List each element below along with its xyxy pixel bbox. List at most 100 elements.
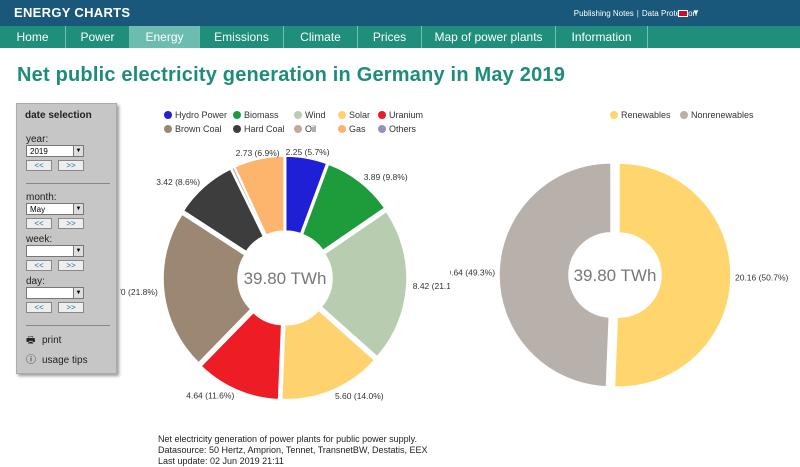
legend-dot	[294, 125, 302, 133]
date-selection-heading: date selection	[25, 110, 92, 121]
legend-dot	[233, 125, 241, 133]
uk-flag-icon[interactable]	[678, 10, 688, 17]
renewables-legend: Renewables Nonrenewables	[610, 110, 790, 124]
legend-label: Solar	[349, 110, 371, 120]
data-protection-link[interactable]: Data Protection	[641, 9, 697, 18]
slice-label-hard-coal: 3.42 (8.6%)	[156, 177, 200, 187]
slice-biomass[interactable]	[301, 163, 386, 252]
chevron-down-icon: ▼	[73, 288, 83, 298]
slice-gas[interactable]	[233, 155, 285, 237]
legend-dot	[233, 111, 241, 119]
footer-description: Net electricity generation of power plan…	[158, 434, 417, 444]
month-value: May	[30, 205, 46, 214]
nav-power[interactable]: Power	[66, 26, 130, 48]
slice-brown-coal[interactable]	[162, 213, 253, 364]
top-bar: ENERGY CHARTS Publishing Notes | Data Prot…	[0, 0, 800, 26]
footer-last-update: Last update: 02 Jun 2019 21:11	[158, 456, 284, 466]
legend-dot	[164, 125, 172, 133]
top-links: Publishing Notes | Data Protection	[571, 9, 700, 18]
month-next-button[interactable]: >>	[58, 218, 84, 229]
chevron-down-icon: ▼	[73, 146, 83, 156]
energy-source-donut-chart: 2.25 (5.7%) 3.89 (9.8%) 8.42 (21.1%) 5.60 (…	[120, 147, 450, 401]
legend-item-oil[interactable]: Oil	[294, 124, 316, 134]
legend-dot	[294, 111, 302, 119]
language-dropdown-icon[interactable]: ▼	[692, 8, 700, 17]
slice-label-nonrenewables: 19.64 (49.3%)	[450, 268, 495, 278]
usage-tips-label: usage tips	[42, 355, 88, 366]
slice-label-gas: 2.73 (6.9%)	[236, 148, 280, 158]
slice-wind[interactable]	[320, 210, 408, 358]
legend-item-nonrenewables[interactable]: Nonrenewables	[680, 110, 754, 120]
renewables-donut-chart: 20.16 (50.7%) 19.64 (49.3%) 39.80 TWh	[450, 162, 789, 388]
page-title: Net public electricity generation in Ger…	[17, 64, 566, 86]
legend-label: Uranium	[389, 110, 424, 120]
legend-item-solar[interactable]: Solar	[338, 110, 370, 120]
legend-item-gas[interactable]: Gas	[338, 124, 366, 134]
slice-label-brown-coal: 8.70 (21.8%)	[120, 287, 158, 297]
slice-renewables[interactable]	[613, 162, 732, 388]
day-prev-button[interactable]: <<	[26, 302, 52, 313]
usage-tips-link[interactable]: ⓘ usage tips	[26, 351, 88, 366]
legend-item-wind[interactable]: Wind	[294, 110, 326, 120]
year-label: year:	[26, 134, 49, 145]
week-label: week:	[26, 234, 53, 245]
legend-label: Oil	[305, 124, 316, 134]
nav-climate[interactable]: Climate	[284, 26, 358, 48]
slice-label-renewables: 20.16 (50.7%)	[735, 272, 789, 282]
legend-dot	[378, 111, 386, 119]
slice-nonrenewables[interactable]	[498, 162, 612, 388]
week-prev-button[interactable]: <<	[26, 260, 52, 271]
chevron-down-icon: ▼	[73, 204, 83, 214]
chevron-down-icon: ▼	[73, 246, 83, 256]
nav-emissions[interactable]: Emissions	[200, 26, 284, 48]
date-selection-panel: date selection year: 2019 ▼ << >> month: …	[16, 103, 117, 374]
nav-prices[interactable]: Prices	[358, 26, 422, 48]
nav-information[interactable]: Information	[556, 26, 648, 48]
slice-label-hydro-power: 2.25 (5.7%)	[286, 147, 330, 157]
legend-item-brown-coal[interactable]: Brown Coal	[164, 124, 222, 134]
year-next-button[interactable]: >>	[58, 160, 84, 171]
legend-item-biomass[interactable]: Biomass	[233, 110, 279, 120]
nav-energy[interactable]: Energy	[130, 26, 200, 48]
slice-solar[interactable]	[280, 309, 376, 401]
day-select[interactable]: ▼	[26, 287, 84, 299]
nav-map-of-power-plants[interactable]: Map of power plants	[422, 26, 556, 48]
week-next-button[interactable]: >>	[58, 260, 84, 271]
printer-icon: 🖶	[26, 335, 36, 346]
nav-home[interactable]: Home	[0, 26, 66, 48]
legend-item-others[interactable]: Others	[378, 124, 416, 134]
divider	[26, 183, 110, 184]
month-label: month:	[26, 192, 57, 203]
legend-item-renewables[interactable]: Renewables	[610, 110, 671, 120]
legend-dot	[338, 125, 346, 133]
legend-dot	[680, 111, 688, 119]
legend-dot	[338, 111, 346, 119]
slice-hydro-power[interactable]	[284, 155, 328, 235]
month-select[interactable]: May ▼	[26, 203, 84, 215]
slice-uranium[interactable]	[199, 311, 283, 401]
legend-item-hard-coal[interactable]: Hard Coal	[233, 124, 285, 134]
year-select[interactable]: 2019 ▼	[26, 145, 84, 157]
slice-hard-coal[interactable]	[182, 167, 265, 253]
print-link[interactable]: 🖶 print	[26, 333, 61, 350]
year-prev-button[interactable]: <<	[26, 160, 52, 171]
center-total-label: 39.80 TWh	[244, 269, 327, 288]
legend-dot	[610, 111, 618, 119]
legend-item-hydro-power[interactable]: Hydro Power	[164, 110, 227, 120]
legend-label: Gas	[349, 124, 366, 134]
footer-datasource: Datasource: 50 Hertz, Amprion, Tennet, T…	[158, 445, 428, 455]
chart-footer: Net electricity generation of power plan…	[158, 434, 427, 467]
publishing-notes-link[interactable]: Publishing Notes	[573, 9, 634, 18]
week-select[interactable]: ▼	[26, 245, 84, 257]
brand-logo[interactable]: ENERGY CHARTS	[14, 5, 131, 20]
slice-label-biomass: 3.89 (9.8%)	[364, 172, 408, 182]
legend-label: Hydro Power	[175, 110, 228, 120]
slice-oil[interactable]	[230, 166, 267, 237]
slice-label-wind: 8.42 (21.1%)	[413, 281, 450, 291]
legend-label: Renewables	[621, 110, 671, 120]
month-prev-button[interactable]: <<	[26, 218, 52, 229]
legend-item-uranium[interactable]: Uranium	[378, 110, 423, 120]
legend-dot	[164, 111, 172, 119]
legend-dot	[378, 125, 386, 133]
day-next-button[interactable]: >>	[58, 302, 84, 313]
